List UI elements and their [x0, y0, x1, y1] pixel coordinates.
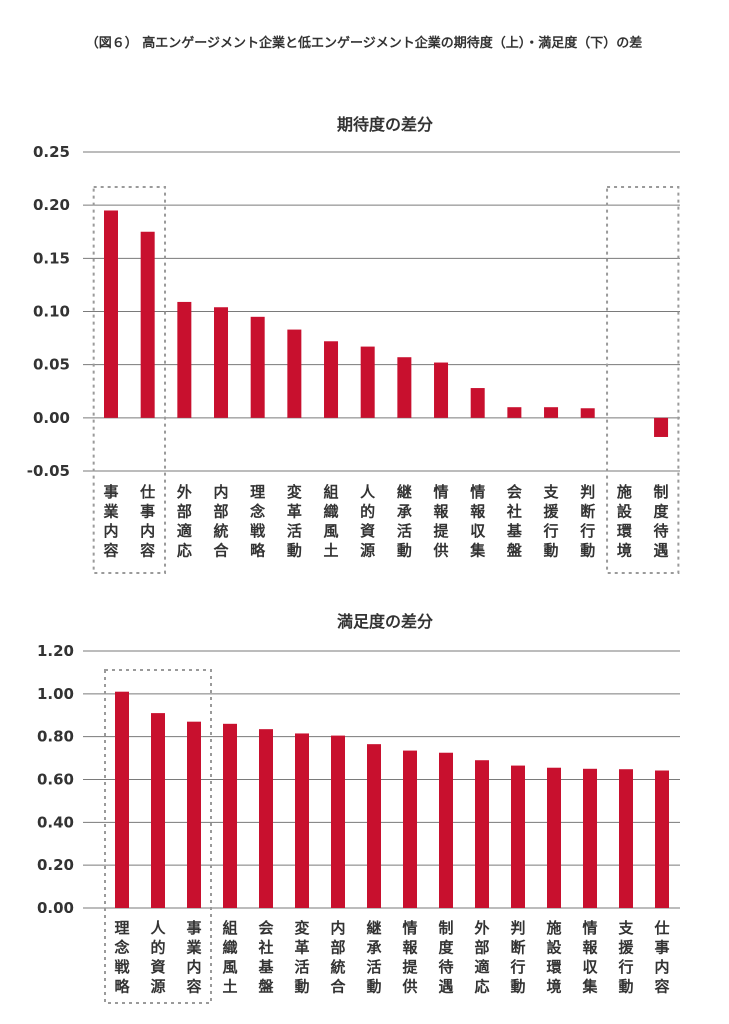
expectation-category-label: 判断行動 [579, 483, 595, 560]
satisfaction-bar [511, 765, 525, 908]
satisfaction-category-label: 会社基盤 [257, 919, 274, 996]
satisfaction-category-label: 判断行動 [509, 919, 525, 996]
expectation-category-label: 事業内容 [102, 483, 119, 560]
expectation-category-label: 理念戦略 [249, 483, 266, 560]
expectation-y-tick-label: 0.10 [33, 303, 70, 321]
expectation-category-label: 人的資源 [360, 483, 376, 560]
satisfaction-category-label: 制度待遇 [438, 919, 454, 996]
expectation-category-label: 会社基盤 [506, 483, 523, 560]
satisfaction-bar [187, 721, 201, 908]
expectation-bar [654, 417, 669, 437]
expectation-highlight-box [606, 186, 680, 574]
expectation-bar [214, 307, 229, 418]
satisfaction-category-label: 内部統合 [329, 919, 346, 996]
satisfaction-y-tick-label: 0.00 [37, 899, 74, 917]
satisfaction-bar [259, 729, 273, 908]
expectation-highlight-box [92, 186, 167, 574]
satisfaction-category-label: 組織風土 [222, 919, 237, 996]
figure-title: （図６） 高エンゲージメント企業と低エンゲージメント企業の期待度（上）・満足度（… [86, 35, 643, 51]
expectation-category-label: 変革活動 [287, 483, 302, 560]
expectation-bar [434, 362, 449, 418]
expectation-y-tick-label: 0.05 [33, 356, 70, 374]
expectation-y-tick-label: 0.00 [33, 409, 70, 427]
satisfaction-chart: 満足度の差分 1.20 1.00 0.80 0.60 0.40 0.20 0.00 理念戦略 人… [37, 612, 680, 1004]
satisfaction-bar [619, 769, 633, 908]
expectation-category-label: 情報提供 [433, 483, 450, 560]
expectation-chart: 期待度の差分 0.25 0.20 0.15 0.10 0.05 0.00 -0.05 事業内容… [27, 115, 680, 574]
expectation-category-label: 内部統合 [213, 483, 230, 560]
expectation-y-tick-label: 0.15 [33, 249, 70, 267]
expectation-category-label: 制度待遇 [654, 483, 670, 560]
satisfaction-bar [367, 744, 381, 908]
satisfaction-bar [403, 750, 417, 908]
satisfaction-highlight-box [104, 669, 212, 1004]
satisfaction-bar [439, 752, 453, 908]
expectation-bar [250, 316, 265, 418]
satisfaction-y-tick-label: 1.20 [37, 642, 74, 660]
satisfaction-category-label: 仕事内容 [653, 919, 669, 996]
satisfaction-bar [547, 767, 561, 908]
expectation-bar [544, 407, 559, 418]
expectation-category-label: 組織風土 [324, 483, 339, 560]
expectation-bar [397, 357, 412, 418]
expectation-chart-title: 期待度の差分 [337, 115, 433, 134]
expectation-y-tick-label: -0.05 [27, 462, 70, 480]
satisfaction-category-label: 支援行動 [617, 919, 634, 996]
satisfaction-bar [295, 733, 309, 908]
satisfaction-y-tick-label: 0.40 [37, 813, 74, 831]
expectation-bar [324, 341, 339, 418]
expectation-bar [360, 346, 375, 418]
satisfaction-y-tick-label: 0.60 [37, 771, 74, 789]
expectation-bar [140, 231, 155, 418]
expectation-category-label: 継承活動 [397, 483, 412, 560]
satisfaction-category-label: 外部適応 [473, 919, 489, 996]
satisfaction-y-tick-label: 0.80 [37, 728, 74, 746]
expectation-category-label: 仕事内容 [139, 483, 155, 560]
expectation-bar [287, 329, 302, 418]
expectation-y-tick-label: 0.25 [33, 143, 70, 161]
satisfaction-bar [655, 770, 669, 908]
expectation-category-label: 支援行動 [543, 483, 560, 560]
expectation-category-label: 外部適応 [176, 483, 192, 560]
satisfaction-category-label: 継承活動 [366, 919, 381, 996]
expectation-category-label: 施設環境 [617, 483, 633, 560]
expectation-bar [470, 388, 485, 418]
satisfaction-bar [331, 735, 345, 908]
satisfaction-category-label: 情報提供 [401, 919, 418, 996]
satisfaction-category-label: 施設環境 [546, 919, 562, 996]
satisfaction-category-label: 理念戦略 [113, 919, 130, 996]
satisfaction-bar [115, 691, 129, 908]
expectation-bar [104, 210, 118, 418]
satisfaction-category-label: 事業内容 [185, 919, 202, 996]
satisfaction-bar [151, 713, 165, 908]
expectation-bar [507, 407, 522, 418]
expectation-y-tick-label: 0.20 [33, 196, 70, 214]
expectation-bar [580, 408, 595, 418]
satisfaction-category-label: 人的資源 [150, 919, 166, 996]
expectation-bar [177, 301, 192, 418]
satisfaction-bar [223, 723, 237, 908]
satisfaction-y-tick-label: 1.00 [37, 685, 74, 703]
satisfaction-bar [475, 760, 489, 908]
satisfaction-bar [583, 768, 597, 908]
satisfaction-category-label: 情報収集 [581, 919, 598, 996]
expectation-category-label: 情報収集 [469, 483, 486, 560]
satisfaction-chart-title: 満足度の差分 [337, 612, 433, 631]
satisfaction-y-tick-label: 0.20 [37, 856, 74, 874]
satisfaction-category-label: 変革活動 [294, 919, 309, 996]
